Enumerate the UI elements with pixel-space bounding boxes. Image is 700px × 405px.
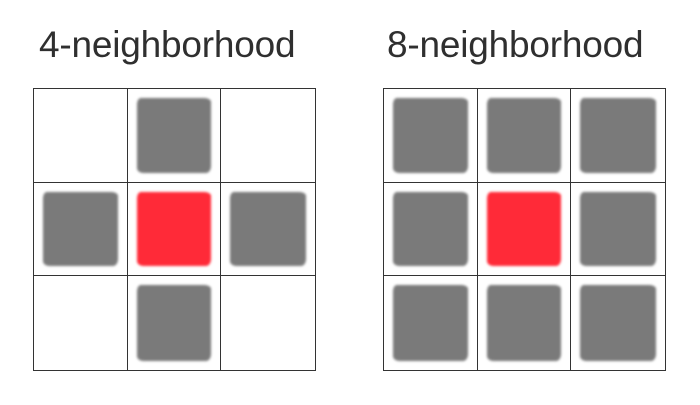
four-neighborhood-grid [33,88,316,371]
grid-cell-empty [221,89,315,183]
neighbor-pixel [136,98,212,173]
grid-cell-empty [34,89,128,183]
grid-cell-neighbor [571,89,665,183]
neighbor-pixel [393,98,468,173]
grid-cell-center [477,182,572,277]
grid-cell-neighbor [384,89,478,183]
grid-cell-center [127,182,222,277]
center-pixel [136,191,212,267]
grid-cell-neighbor [478,276,572,370]
neighbor-pixel [580,285,656,361]
grid-cell-neighbor [571,276,665,370]
grid-cell-neighbor [127,89,222,183]
grid-cell-neighbor [477,89,572,183]
neighbor-pixel [580,98,656,173]
center-pixel [486,191,562,267]
four-neighborhood-title: 4-neighborhood [39,24,296,65]
neighbor-pixel [393,285,468,361]
grid-cell-empty [34,276,128,370]
neighbor-pixel [486,98,562,173]
grid-cell-neighbor [571,183,665,277]
neighbor-pixel [580,191,656,267]
grid-cell-neighbor [221,183,315,277]
eight-neighborhood-grid [383,88,666,371]
grid-cell-neighbor [384,182,478,277]
neighbor-pixel [230,191,306,267]
neighbor-pixel [43,191,118,267]
grid-cell-empty [221,276,315,370]
eight-neighborhood-title: 8-neighborhood [387,24,644,65]
neighbor-pixel [136,285,212,361]
grid-cell-neighbor [128,276,222,370]
grid-cell-neighbor [34,182,128,277]
neighbor-pixel [393,191,468,267]
neighbor-pixel [486,285,562,361]
grid-cell-neighbor [384,276,478,370]
